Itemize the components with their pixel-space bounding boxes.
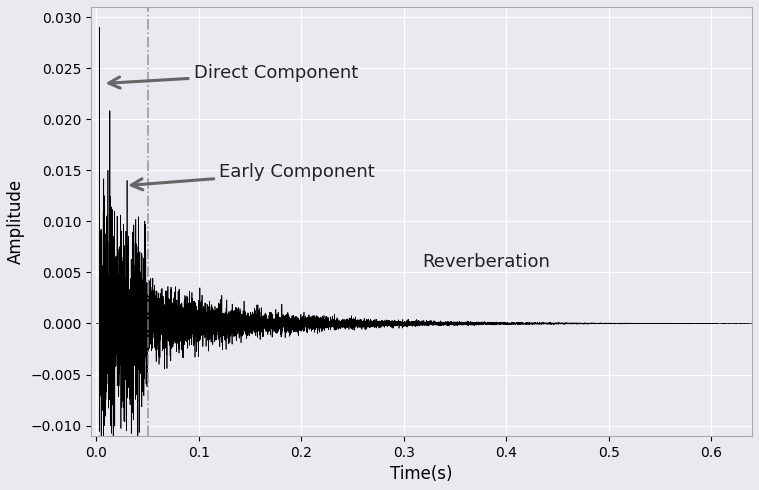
Text: Reverberation: Reverberation: [422, 253, 550, 271]
Y-axis label: Amplitude: Amplitude: [7, 179, 25, 264]
Text: Direct Component: Direct Component: [109, 64, 358, 88]
Text: Early Component: Early Component: [131, 163, 375, 190]
X-axis label: Time(s): Time(s): [390, 465, 453, 483]
